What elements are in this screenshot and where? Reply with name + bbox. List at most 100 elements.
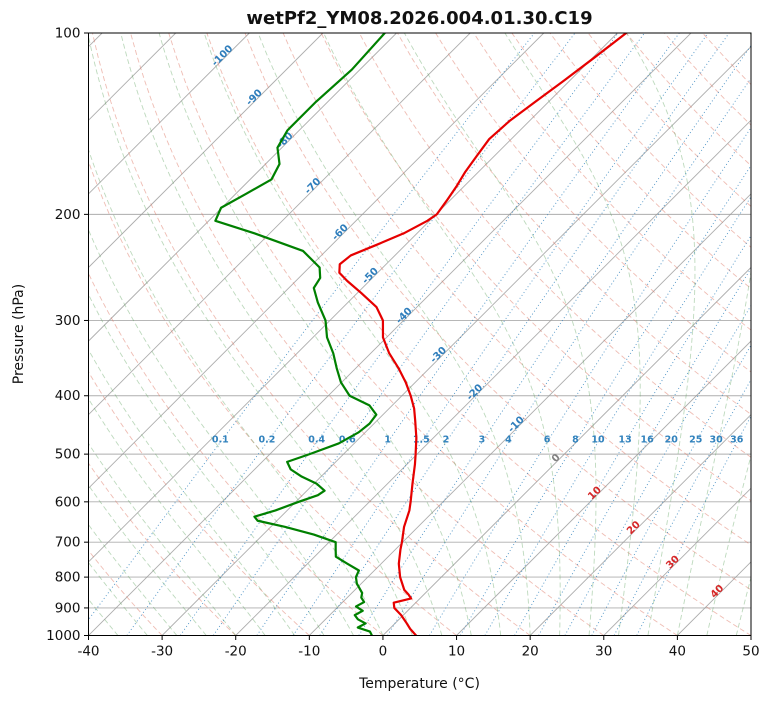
mixing-ratio-line <box>538 267 751 636</box>
moist-adiabat-line <box>120 33 443 636</box>
y-tick-label: 800 <box>55 570 81 586</box>
x-tick-label: 0 <box>379 644 388 660</box>
dry-adiabat-line <box>168 33 678 636</box>
moist-adiabat-line <box>88 348 295 636</box>
mixing-ratio-label: 0.4 <box>308 434 325 445</box>
temperature-curve <box>338 33 628 636</box>
isotherms <box>88 33 751 636</box>
dry-adiabat-line <box>88 160 457 636</box>
dry-adiabat-line <box>92 33 531 636</box>
moist-adiabat-line <box>403 33 597 636</box>
mixing-ratio-label: 0.6 <box>339 434 356 445</box>
isotherm-line <box>603 487 751 636</box>
isotherm-line <box>88 33 250 195</box>
mixing-ratio-label: 16 <box>641 434 655 445</box>
isotherm-line <box>382 266 751 636</box>
isotherm-line <box>88 33 692 636</box>
mixing-ratio-label: 10 <box>591 434 605 445</box>
x-tick-label: 20 <box>522 644 539 660</box>
mixing-ratio-label: 8 <box>572 434 579 445</box>
x-tick-label: -30 <box>151 644 173 660</box>
mixing-ratio-label: 1 <box>384 434 391 445</box>
dry-adiabat-line <box>549 33 751 248</box>
mixing-ratio-line <box>387 77 751 636</box>
x-axis: -40 -30 -20 -10 0 10 20 30 40 50 <box>77 635 760 660</box>
dry-adiabat-line <box>206 33 751 636</box>
mixing-ratio-lines <box>88 33 751 636</box>
isotherm-label: -100 <box>210 43 236 69</box>
moist-adiabat-line <box>88 148 384 636</box>
y-tick-label: 300 <box>55 313 81 329</box>
dry-adiabat-line <box>587 33 751 207</box>
isotherm-label: -40 <box>394 306 415 327</box>
dry-adiabat-line <box>244 33 751 591</box>
isotherm-label: -70 <box>303 176 324 197</box>
y-tick-label: 900 <box>55 600 81 616</box>
x-axis-label: Temperature (°C) <box>359 676 480 692</box>
dry-adiabats <box>88 33 751 636</box>
isotherm-line <box>750 634 751 636</box>
isotherm-line <box>88 33 545 489</box>
mixing-ratio-line <box>126 33 576 636</box>
mixing-ratio-label: 13 <box>619 434 632 445</box>
y-axis: 100 200 300 400 500 600 700 800 900 1000 <box>46 26 89 644</box>
y-tick-label: 1000 <box>46 628 80 644</box>
y-tick-label: 600 <box>55 494 81 510</box>
mixing-ratio-line <box>319 33 730 636</box>
isotherm-line <box>235 119 751 636</box>
dry-adiabat-line <box>320 33 751 502</box>
dewpoint-curve <box>214 33 386 636</box>
plot-frame <box>88 32 752 636</box>
isotherm-label: 10 <box>586 485 604 503</box>
mixing-ratio-line <box>636 415 751 636</box>
mixing-ratio-label: 30 <box>710 434 724 445</box>
moist-adiabat-line <box>88 34 413 636</box>
mixing-ratio-line <box>88 33 535 621</box>
isotherm-line <box>88 33 324 269</box>
isotherm-label: -60 <box>330 222 351 243</box>
mixing-ratio-label: 1.5 <box>413 434 430 445</box>
dry-adiabat-line <box>625 33 751 167</box>
mixing-ratio-label: 4 <box>505 434 512 445</box>
moist-adiabat-line <box>706 453 751 636</box>
mixing-ratio-label: 3 <box>479 434 486 445</box>
isotherm-line <box>88 33 397 342</box>
isotherm-label: -30 <box>429 345 450 366</box>
mixing-ratio-labels: 0.1 0.2 0.4 0.6 1 1.5 2 3 4 6 8 10 13 16 20 25 30 36 <box>212 434 744 445</box>
mixing-ratio-line <box>514 234 751 636</box>
x-tick-label: -10 <box>298 644 320 660</box>
y-axis-label-wrap: Pressure (hPa) <box>2 33 36 635</box>
y-axis-label: Pressure (hPa) <box>11 283 28 385</box>
moist-adiabat-line <box>88 228 354 636</box>
moist-adiabat-line <box>676 33 751 636</box>
isotherm-label: -90 <box>244 88 265 109</box>
y-tick-label: 200 <box>55 207 81 223</box>
mixing-ratio-line <box>292 33 709 636</box>
moist-adiabats <box>88 33 751 636</box>
dry-adiabat-line <box>435 33 751 373</box>
mixing-ratio-label: 2 <box>443 434 450 445</box>
dry-adiabat-line <box>88 549 163 636</box>
isotherm-line <box>88 33 471 416</box>
dry-adiabat-line <box>130 33 605 636</box>
mixing-ratio-line <box>212 33 645 636</box>
plot-background: -100-90-80-70-60-50-40-30-20-10010203040… <box>88 33 751 636</box>
isotherm-label: -50 <box>360 266 381 287</box>
chart-title: wetPf2_YM08.2026.004.01.30.C19 <box>246 8 593 29</box>
dry-adiabat-line <box>702 33 751 86</box>
mixing-ratio-label: 6 <box>544 434 551 445</box>
dry-adiabat-line <box>664 33 751 126</box>
isotherm-label: 20 <box>625 519 643 537</box>
x-tick-label: 50 <box>742 644 759 660</box>
dry-adiabat-line <box>88 272 384 636</box>
isotherm-line <box>529 414 751 636</box>
moist-adiabat-line <box>323 33 561 636</box>
dry-adiabat-line <box>358 33 751 458</box>
dry-adiabat-line <box>473 33 751 331</box>
mixing-ratio-label: 20 <box>665 434 679 445</box>
x-tick-label: -20 <box>225 644 247 660</box>
mixing-ratio-line <box>429 126 751 636</box>
y-tick-label: 400 <box>55 388 81 404</box>
